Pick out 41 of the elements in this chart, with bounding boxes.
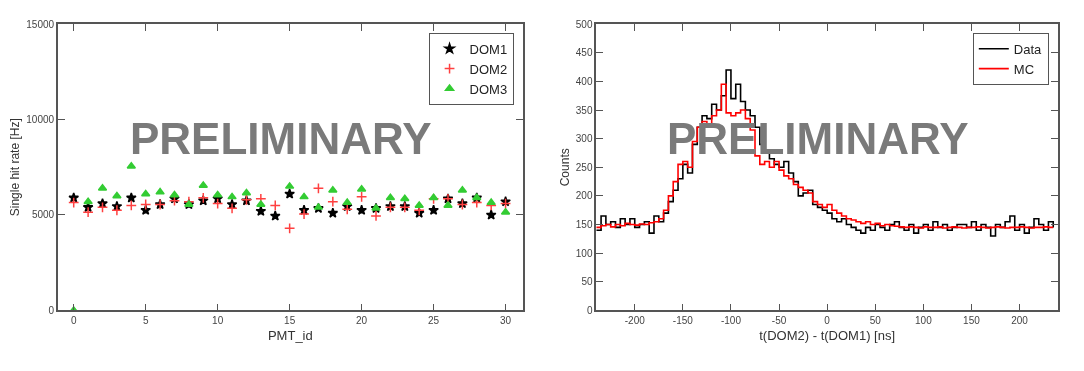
y-axis-title: Single hit rate [Hz] — [8, 118, 23, 217]
annotation: PRELIMINARY — [130, 114, 432, 163]
x-tick-label: 0 — [824, 315, 831, 327]
y-tick-label: 10000 — [26, 114, 55, 126]
x-tick-label: 200 — [1011, 315, 1029, 327]
x-tick-label: 100 — [915, 315, 933, 327]
x-tick-label: -100 — [720, 315, 742, 327]
y-tick-label: 500 — [575, 18, 593, 30]
x-tick-label: 0 — [70, 315, 77, 327]
y-axis-title: Counts — [557, 148, 572, 187]
y-tick-label: 250 — [575, 161, 593, 173]
legend-label: Data — [1013, 41, 1043, 57]
y-tick-label: 50 — [581, 276, 593, 288]
y-tick-label: 400 — [575, 75, 593, 87]
x-tick-label: 30 — [500, 315, 512, 327]
y-tick-label: 0 — [586, 304, 593, 316]
x-tick-label: -200 — [624, 315, 646, 327]
x-tick-label: 150 — [963, 315, 981, 327]
legend-label: DOM2 — [469, 61, 508, 77]
y-tick-label: 450 — [575, 47, 593, 59]
y-tick-label: 350 — [575, 104, 593, 116]
x-tick-label: 20 — [356, 315, 368, 327]
y-tick-label: 5000 — [31, 209, 55, 221]
y-tick-label: 0 — [48, 304, 55, 316]
y-tick-label: 15000 — [26, 18, 55, 30]
x-tick-label: 15 — [284, 315, 296, 327]
x-axis-title: t(DOM2) - t(DOM1) [ns] — [759, 328, 896, 344]
legend-label: DOM1 — [469, 41, 508, 57]
x-tick-label: 10 — [212, 315, 224, 327]
legend-label: DOM3 — [469, 81, 508, 97]
y-tick-label: 150 — [575, 219, 593, 231]
x-axis-title: PMT_id — [267, 328, 313, 344]
x-tick-label: 50 — [869, 315, 882, 327]
x-tick-label: -50 — [771, 315, 787, 327]
y-tick-label: 100 — [575, 247, 593, 259]
x-tick-label: 25 — [428, 315, 440, 327]
x-tick-label: -150 — [672, 315, 694, 327]
x-tick-label: 5 — [142, 315, 149, 327]
y-tick-label: 300 — [575, 133, 593, 145]
legend-label: MC — [1013, 61, 1035, 77]
y-tick-label: 200 — [575, 190, 593, 202]
